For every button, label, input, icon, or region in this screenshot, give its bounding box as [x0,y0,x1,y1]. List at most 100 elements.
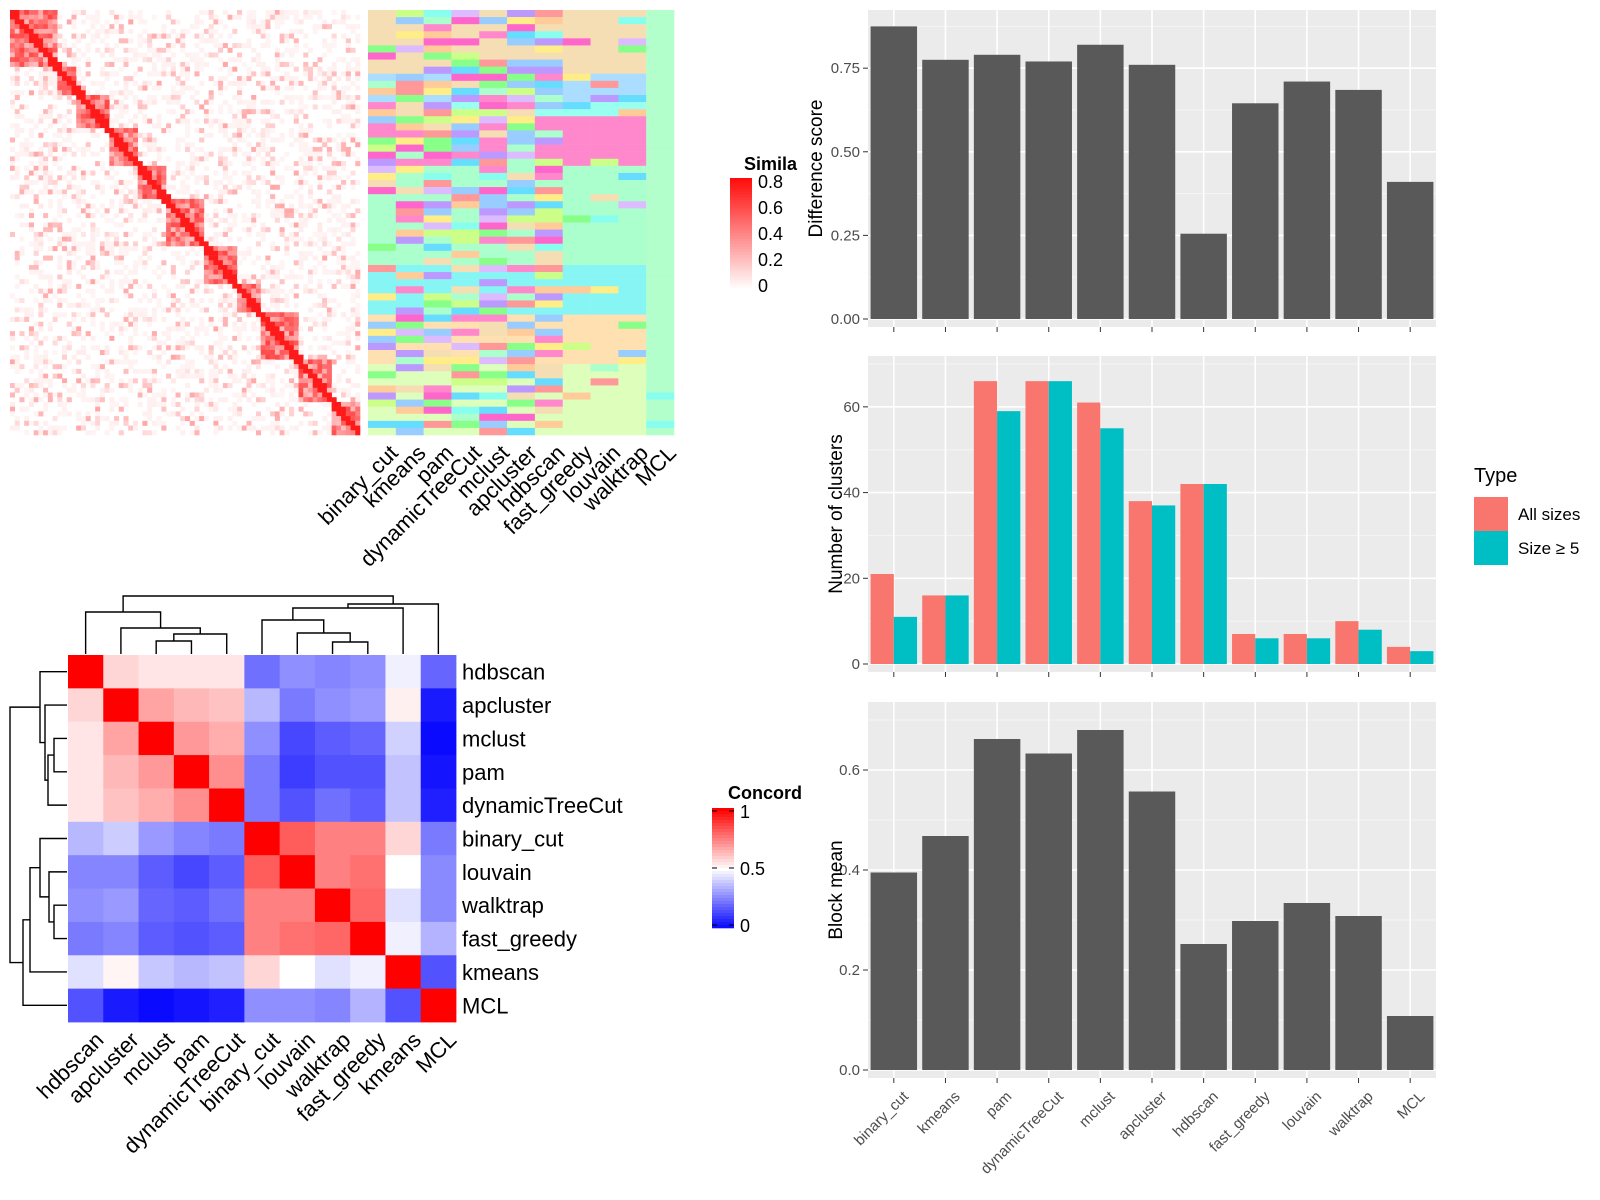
y-tick-label: 20 [843,570,860,587]
similarity-cell [232,118,238,124]
similarity-cell [180,316,186,322]
similarity-cell [33,170,39,176]
annotation-cell [534,172,564,181]
similarity-cell [326,269,332,275]
similarity-cell [28,10,34,16]
similarity-cell [166,156,172,162]
concordance-legend-gradient [712,883,734,887]
annotation-cell [618,385,647,393]
similarity-cell [90,246,96,252]
similarity-cell [170,85,176,91]
similarity-cell [62,137,68,143]
similarity-cell [104,109,110,115]
annotation-cell [451,45,480,53]
annotation-cell [646,229,675,237]
similarity-cell [355,302,361,308]
similarity-cell [137,307,143,313]
similarity-cell [317,345,323,351]
similarity-cell [265,85,271,91]
similarity-cell [246,425,252,431]
similarity-cell [341,420,347,426]
annotation-cell [646,95,675,103]
similarity-cell [166,208,172,214]
annotation-cell [368,144,397,152]
similarity-cell [199,213,205,219]
similarity-cell [345,283,351,289]
similarity-cell [326,24,332,30]
similarity-cell [128,146,134,152]
similarity-cell [322,80,328,86]
similarity-cell [298,80,304,86]
similarity-cell [298,142,304,148]
similarity-cell [156,274,162,280]
annotation-cell [618,243,647,252]
similarity-cell [104,430,110,436]
similarity-cell [66,397,72,403]
similarity-cell [166,213,172,219]
similarity-cell [208,194,214,200]
similarity-cell [14,123,20,129]
similarity-cell [99,123,105,129]
similarity-cell [345,335,351,341]
similarity-cell [95,28,101,34]
similarity-cell [293,113,299,119]
similarity-cell [156,420,162,426]
similarity-cell [298,222,304,228]
similarity-cell [85,378,91,384]
annotation-cell [590,187,619,195]
similarity-cell [317,184,323,190]
similarity-cell [175,250,181,256]
concordance-legend-gradient [712,826,734,830]
similarity-cell [161,28,167,34]
similarity-cell [90,38,96,44]
similarity-cell [199,260,205,266]
similarity-cell [109,406,115,412]
annotation-cell [368,187,397,195]
annotation-cell [618,95,647,103]
similarity-cell [52,425,58,431]
annotation-cell [618,392,647,400]
annotation-cell [507,130,536,138]
similarity-cell [66,76,72,82]
similarity-cell [341,146,347,152]
type-legend-title: Type [1474,465,1517,487]
similarity-cell [180,364,186,370]
annotation-cell [618,109,647,117]
similarity-cell [161,420,167,426]
similarity-cell [57,208,63,214]
similarity-cell [57,430,63,436]
annotation-cell [646,31,675,39]
similarity-cell [175,213,181,219]
similarity-cell [307,279,313,285]
concordance-cell [209,888,245,923]
similarity-cell [166,123,172,129]
similarity-cell [336,161,342,167]
annotation-cell [534,385,564,393]
similarity-cell [293,364,299,370]
similarity-cell [28,383,34,389]
similarity-cell [203,279,209,285]
concordance-cell [350,855,386,889]
similarity-cell [260,19,266,25]
similarity-cell [123,161,129,167]
annotation-cell [451,144,480,152]
similarity-cell [232,326,238,332]
similarity-cell [185,85,191,91]
similarity-cell [71,76,77,82]
annotation-cell [646,406,675,415]
similarity-cell [47,47,53,53]
annotation-cell [562,286,591,294]
similarity-cell [47,57,53,63]
similarity-cell [222,250,228,256]
annotation-cell [534,45,564,53]
annotation-cell [618,172,647,181]
similarity-cell [317,359,323,365]
similarity-cell [331,61,337,67]
similarity-cell [80,208,86,214]
similarity-cell [241,321,247,327]
similarity-cell [185,279,191,285]
similarity-cell [312,24,318,30]
similarity-cell [57,128,63,134]
similarity-cell [260,24,266,30]
similarity-cell [270,246,276,252]
